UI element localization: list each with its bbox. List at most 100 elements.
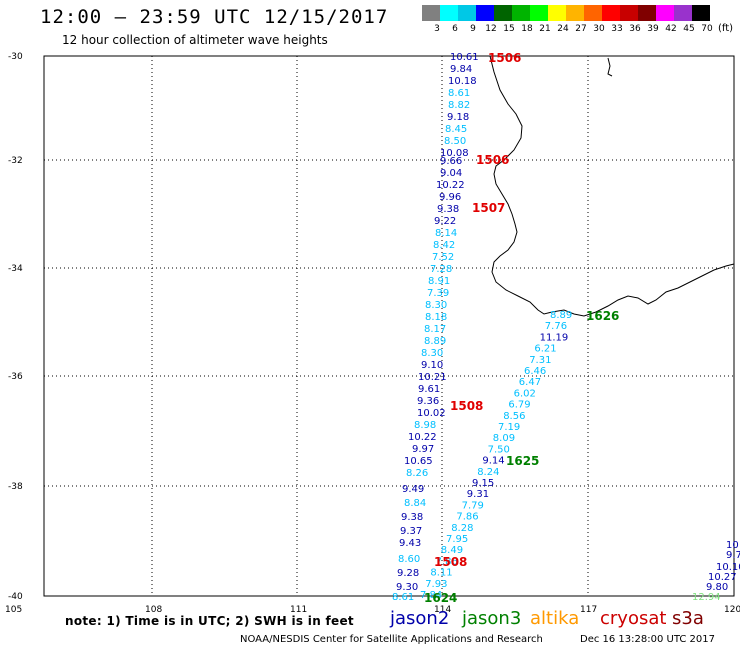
wave-height-value: 8.89: [424, 336, 446, 347]
color-swatch: [620, 5, 638, 21]
color-swatch: [674, 5, 692, 21]
wave-height-value: 6.21: [534, 344, 556, 355]
wave-height-value: 7.39: [427, 288, 449, 299]
color-swatch: [458, 5, 476, 21]
lon-label: 105: [5, 605, 22, 615]
color-swatch: [476, 5, 494, 21]
pass-time-label: 1507: [472, 201, 505, 215]
pass-time-label: 1506: [488, 51, 521, 65]
color-swatch: [566, 5, 584, 21]
color-swatch: [530, 5, 548, 21]
wave-height-value: 8.14: [435, 228, 457, 239]
color-scale-label: 33: [611, 24, 623, 34]
map-subtitle: 12 hour collection of altimeter wave hei…: [62, 33, 328, 47]
color-scale-label: 42: [665, 24, 677, 34]
wave-height-value: 10.18: [448, 76, 477, 87]
wave-height-value: 7.52: [432, 252, 454, 263]
color-swatch: [602, 5, 620, 21]
wave-height-value: 7.86: [456, 512, 478, 523]
wave-height-value: 7.79: [462, 500, 484, 511]
color-scale-label: 6: [452, 24, 458, 34]
wave-height-value: 10.61: [450, 52, 479, 63]
wave-height-value: 8.56: [503, 411, 525, 422]
color-swatch: [656, 5, 674, 21]
wave-height-value: 12.94: [692, 592, 721, 603]
map-frame: [43, 55, 735, 597]
pass-time-label: 1508: [434, 555, 467, 569]
wave-height-value: 8.11: [430, 568, 452, 579]
wave-height-value: 8.89: [550, 310, 572, 321]
lat-label: -38: [8, 482, 23, 492]
wave-height-value: 9.04: [440, 168, 462, 179]
color-scale-label: 15: [503, 24, 515, 34]
wave-height-value: 8.84: [404, 498, 426, 509]
footer-note: note: 1) Time is in UTC; 2) SWH is in fe…: [65, 614, 354, 628]
color-scale-label: 24: [557, 24, 569, 34]
color-scale-unit: (ft): [718, 23, 734, 34]
wave-height-value: 11.19: [540, 332, 569, 343]
wave-height-value: 9.96: [439, 192, 461, 203]
wave-height-value: 10.22: [408, 432, 437, 443]
wave-height-value: 9.37: [400, 526, 422, 537]
footer-timestamp: Dec 16 13:28:00 UTC 2017: [580, 634, 715, 645]
lat-label: -32: [8, 156, 23, 166]
wave-height-value: 7.31: [529, 355, 551, 366]
wave-height-value: 7.50: [488, 444, 510, 455]
color-scale-label: 30: [593, 24, 605, 34]
wave-height-value: 8.18: [425, 312, 447, 323]
wave-height-value: 9.49: [402, 484, 424, 495]
wave-height-value: 8.26: [406, 468, 428, 479]
wave-height-value: 9.7: [726, 550, 740, 561]
legend-jason2: jason2: [390, 608, 450, 629]
wave-height-value: 8.09: [493, 433, 515, 444]
wave-height-value: 8.45: [445, 124, 467, 135]
wave-height-value: 8.17: [424, 324, 446, 335]
wave-height-value: 10.27: [708, 572, 737, 583]
wave-height-value: 9.31: [467, 489, 489, 500]
lat-label: -30: [8, 52, 23, 62]
wave-height-value: 9.36: [417, 396, 439, 407]
lat-label: -36: [8, 372, 23, 382]
wave-height-value: 8.82: [448, 100, 470, 111]
wave-height-value: 9.30: [396, 582, 418, 593]
wave-height-value: 8.50: [444, 136, 466, 147]
wave-height-value: 8.28: [451, 523, 473, 534]
wave-height-value: 10.08: [440, 148, 469, 159]
wave-height-value: 9.10: [421, 360, 443, 371]
color-scale-label: 12: [485, 24, 497, 34]
color-swatch: [638, 5, 656, 21]
wave-height-value: 10.21: [418, 372, 447, 383]
wave-height-value: 8.30: [425, 300, 447, 311]
wave-height-value: 7.95: [446, 534, 468, 545]
wave-height-value: 9.97: [412, 444, 434, 455]
wave-height-value: 9.15: [472, 478, 494, 489]
wave-height-value: 7.84: [420, 590, 442, 601]
wave-height-value: 9.38: [437, 204, 459, 215]
color-scale-label: 3: [434, 24, 440, 34]
lat-label: -40: [8, 592, 23, 602]
wave-height-value: 6.46: [524, 366, 546, 377]
wave-height-value: 8.91: [428, 276, 450, 287]
wave-height-value: 8.98: [414, 420, 436, 431]
wave-height-value: 10: [726, 540, 739, 551]
pass-time-label: 1506: [476, 153, 509, 167]
wave-height-value: 7.86: [436, 556, 458, 567]
wave-height-value: 8.49: [441, 545, 463, 556]
wave-height-value: 10.22: [436, 180, 465, 191]
wave-height-value: 9.61: [418, 384, 440, 395]
color-scale-label: 36: [629, 24, 641, 34]
lon-label: 120: [724, 605, 740, 615]
pass-time-label: 1626: [586, 309, 619, 323]
wave-height-value: 7.93: [425, 579, 447, 590]
lon-label: 108: [145, 605, 162, 615]
wave-height-value: 6.02: [514, 388, 536, 399]
wave-height-value: 10.10: [716, 562, 740, 573]
wave-height-value: 9.66: [440, 156, 462, 167]
coastline-island: [607, 57, 613, 77]
coastline: [489, 55, 735, 317]
legend-altika: altika: [530, 608, 580, 629]
wave-height-value: 8.42: [433, 240, 455, 251]
color-scale-label: 21: [539, 24, 551, 34]
color-scale-label: 70: [701, 24, 713, 34]
color-scale-label: 39: [647, 24, 659, 34]
